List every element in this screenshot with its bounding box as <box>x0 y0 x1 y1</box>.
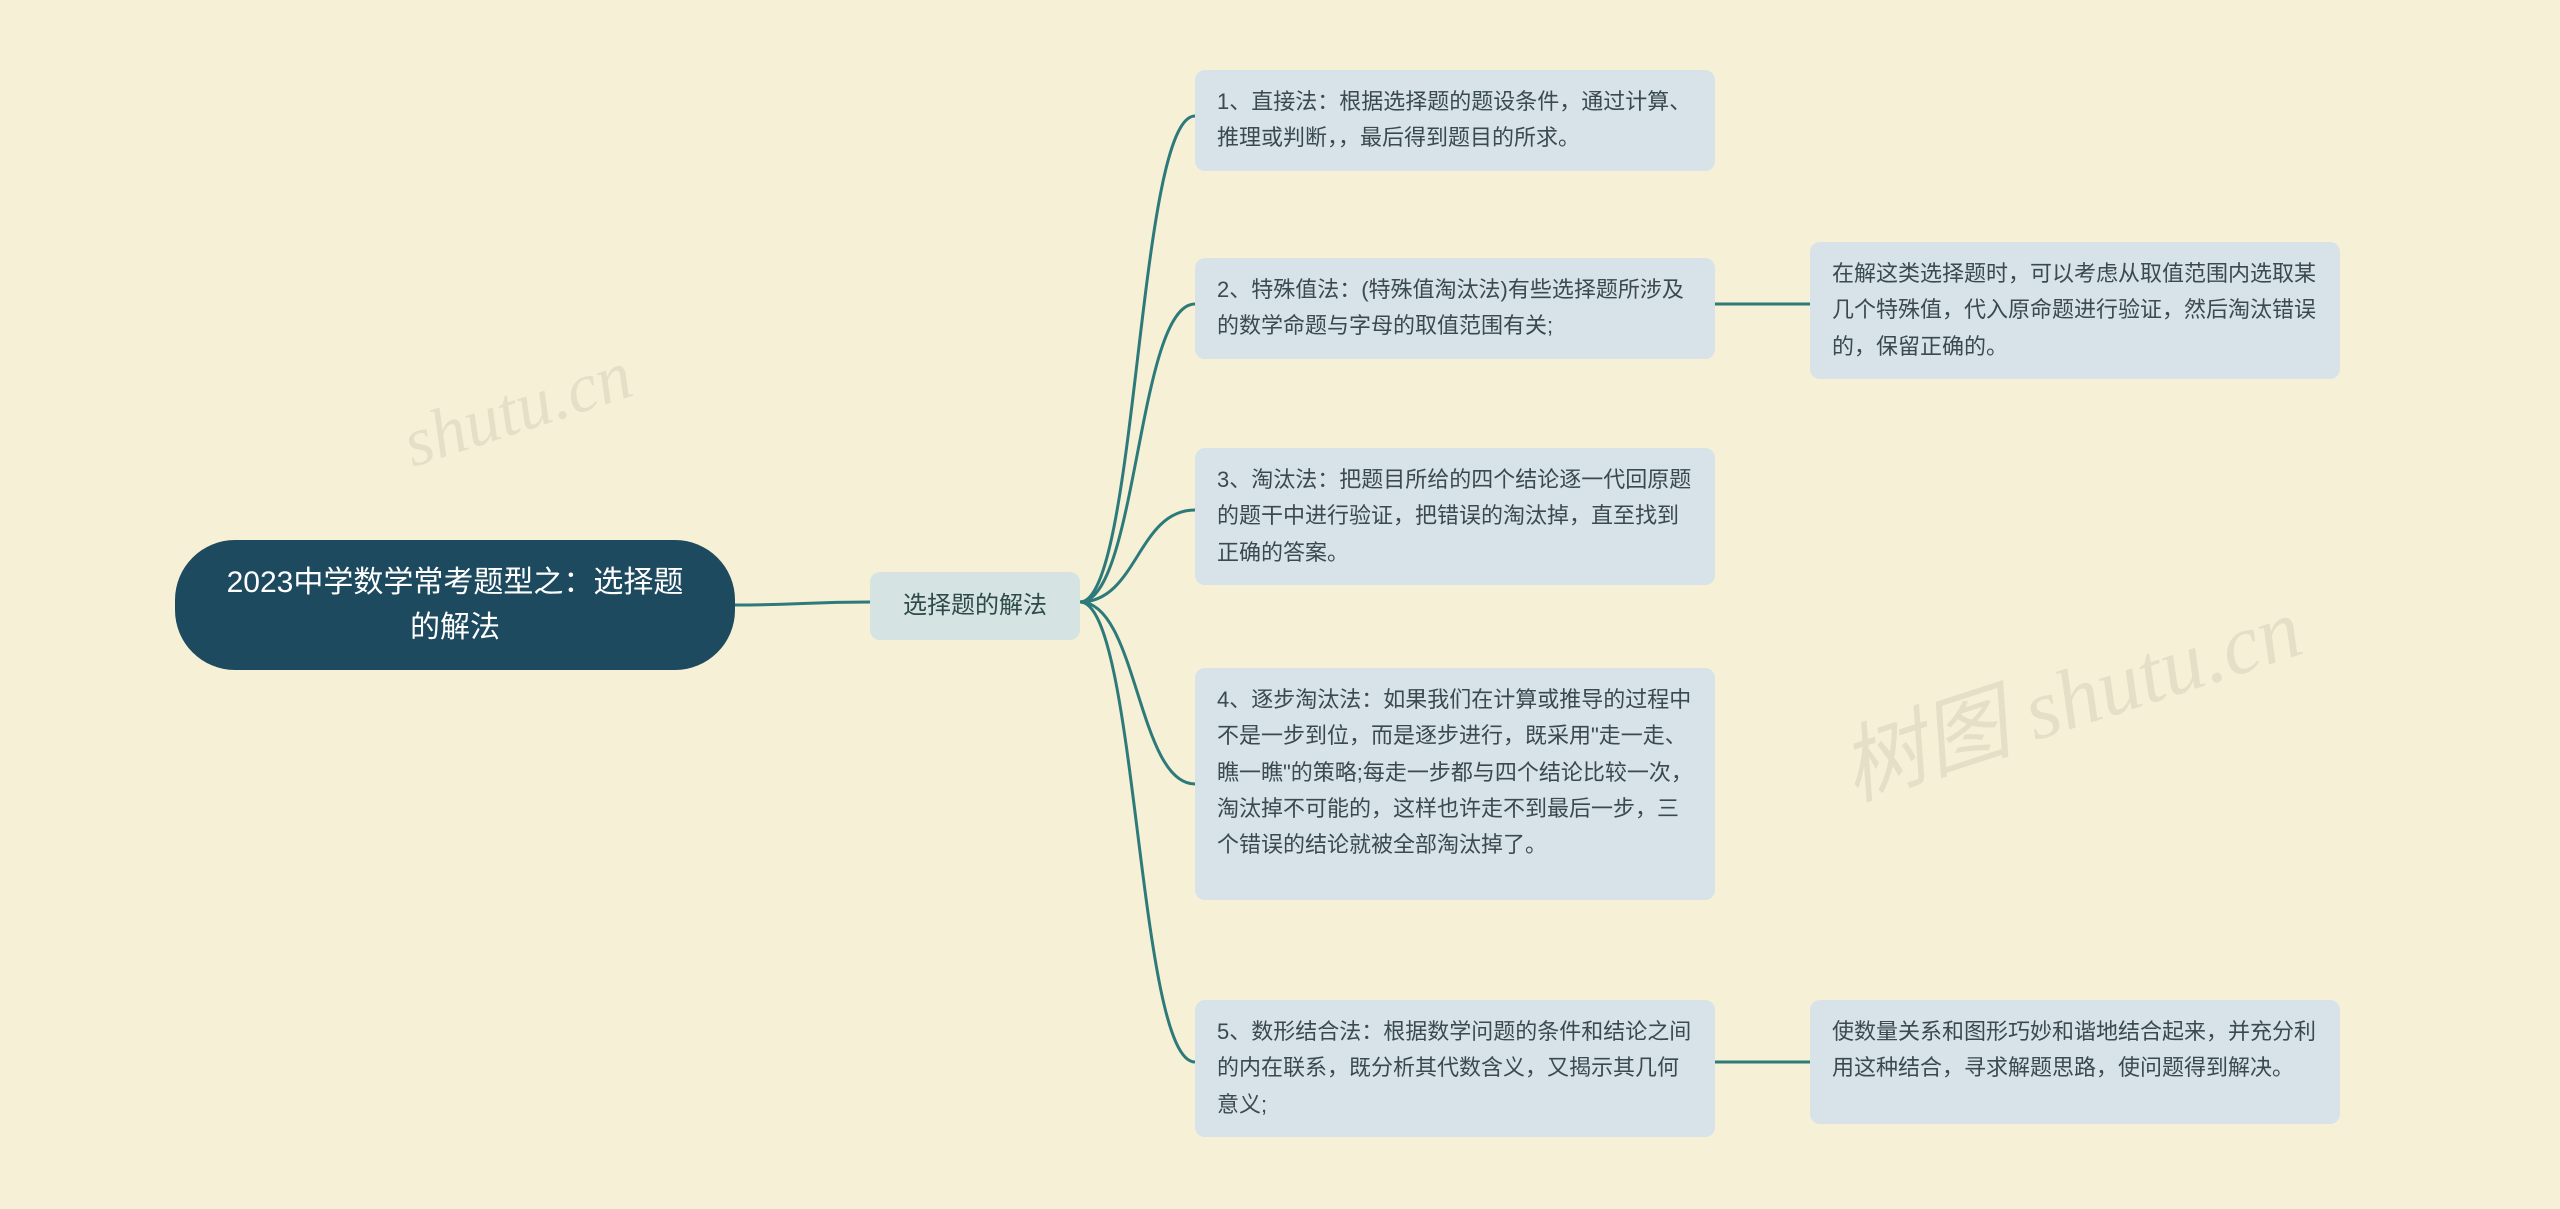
leaf-text: 使数量关系和图形巧妙和谐地结合起来，并充分利用这种结合，寻求解题思路，使问题得到… <box>1832 1019 2316 1080</box>
leaf-node-4[interactable]: 4、逐步淘汰法：如果我们在计算或推导的过程中不是一步到位，而是逐步进行，既采用"… <box>1195 668 1715 900</box>
leaf-text: 2、特殊值法：(特殊值淘汰法)有些选择题所涉及的数学命题与字母的取值范围有关; <box>1217 277 1684 338</box>
branch-node[interactable]: 选择题的解法 <box>870 572 1080 640</box>
branch-label: 选择题的解法 <box>903 586 1047 626</box>
root-label: 2023中学数学常考题型之：选择题的解法 <box>215 560 695 650</box>
leaf-node-3[interactable]: 3、淘汰法：把题目所给的四个结论逐一代回原题的题干中进行验证，把错误的淘汰掉，直… <box>1195 448 1715 585</box>
leaf-node-2-child[interactable]: 在解这类选择题时，可以考虑从取值范围内选取某几个特殊值，代入原命题进行验证，然后… <box>1810 242 2340 379</box>
leaf-text: 在解这类选择题时，可以考虑从取值范围内选取某几个特殊值，代入原命题进行验证，然后… <box>1832 261 2316 359</box>
leaf-node-1[interactable]: 1、直接法：根据选择题的题设条件，通过计算、推理或判断，，最后得到题目的所求。 <box>1195 70 1715 171</box>
mindmap-canvas: shutu.cn 树图 shutu.cn 2023中学数学常考题型之：选择题的解… <box>0 0 2560 1209</box>
leaf-node-5-child[interactable]: 使数量关系和图形巧妙和谐地结合起来，并充分利用这种结合，寻求解题思路，使问题得到… <box>1810 1000 2340 1124</box>
leaf-text: 5、数形结合法：根据数学问题的条件和结论之间的内在联系，既分析其代数含义，又揭示… <box>1217 1019 1691 1117</box>
leaf-text: 1、直接法：根据选择题的题设条件，通过计算、推理或判断，，最后得到题目的所求。 <box>1217 89 1691 150</box>
leaf-text: 4、逐步淘汰法：如果我们在计算或推导的过程中不是一步到位，而是逐步进行，既采用"… <box>1217 687 1693 857</box>
leaf-node-5[interactable]: 5、数形结合法：根据数学问题的条件和结论之间的内在联系，既分析其代数含义，又揭示… <box>1195 1000 1715 1137</box>
watermark-1: shutu.cn <box>393 336 641 485</box>
leaf-text: 3、淘汰法：把题目所给的四个结论逐一代回原题的题干中进行验证，把错误的淘汰掉，直… <box>1217 467 1691 565</box>
watermark-2: 树图 shutu.cn <box>1823 559 2315 823</box>
leaf-node-2[interactable]: 2、特殊值法：(特殊值淘汰法)有些选择题所涉及的数学命题与字母的取值范围有关; <box>1195 258 1715 359</box>
root-node[interactable]: 2023中学数学常考题型之：选择题的解法 <box>175 540 735 670</box>
